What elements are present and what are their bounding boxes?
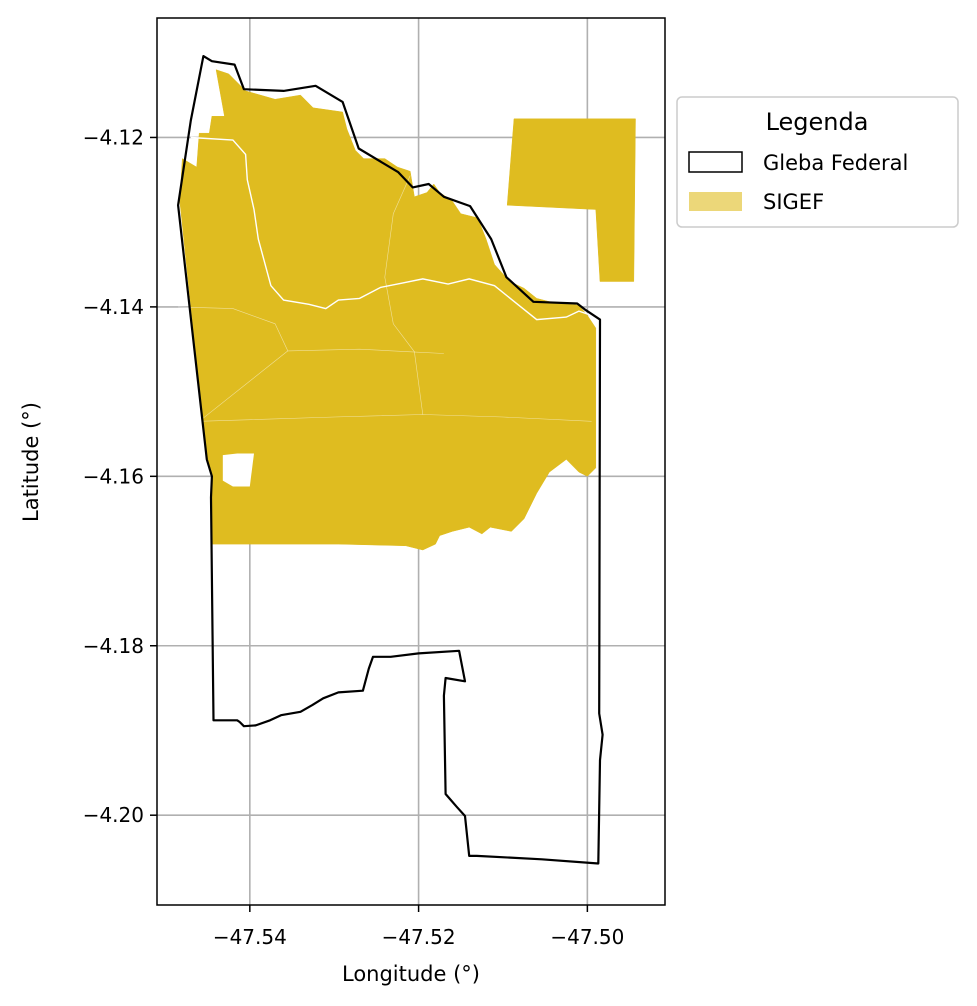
sigef-layer (179, 69, 636, 551)
legend: Legenda Gleba Federal SIGEF (676, 96, 959, 228)
y-axis-label: Latitude (°) (19, 402, 43, 522)
y-tick-label: −4.18 (83, 634, 144, 658)
sigef-hole (222, 453, 254, 487)
sigef-holes (222, 453, 254, 487)
legend-label-gleba-federal: Gleba Federal (763, 151, 908, 175)
y-tick-label: −4.14 (83, 295, 144, 319)
legend-title: Legenda (766, 108, 869, 136)
legend-swatch-sigef (689, 192, 742, 211)
gleba-federal-outline (177, 54, 604, 865)
legend-swatch-gleba-federal (688, 151, 743, 173)
x-ticks: −47.54 −47.52 −47.50 (213, 905, 624, 949)
sigef-internal-boundaries (178, 136, 592, 422)
legend-frame (676, 96, 959, 228)
plot-frame (156, 17, 666, 906)
x-tick-label: −47.52 (382, 925, 456, 949)
y-tick-label: −4.12 (83, 125, 144, 149)
sigef-parcel-boundary (384, 175, 424, 415)
gleba-federal-layer (177, 54, 604, 865)
sigef-parcel-boundary (199, 350, 288, 422)
y-ticks: −4.12 −4.14 −4.16 −4.18 −4.20 (83, 125, 157, 827)
sigef-parcel (506, 118, 636, 282)
legend-label-sigef: SIGEF (763, 190, 824, 214)
x-tick-label: −47.54 (213, 925, 287, 949)
x-tick-label: −47.50 (550, 925, 624, 949)
x-axis-label: Longitude (°) (342, 962, 480, 986)
sigef-parcel-boundary (190, 136, 592, 321)
y-tick-label: −4.20 (83, 803, 144, 827)
y-tick-label: −4.16 (83, 464, 144, 488)
